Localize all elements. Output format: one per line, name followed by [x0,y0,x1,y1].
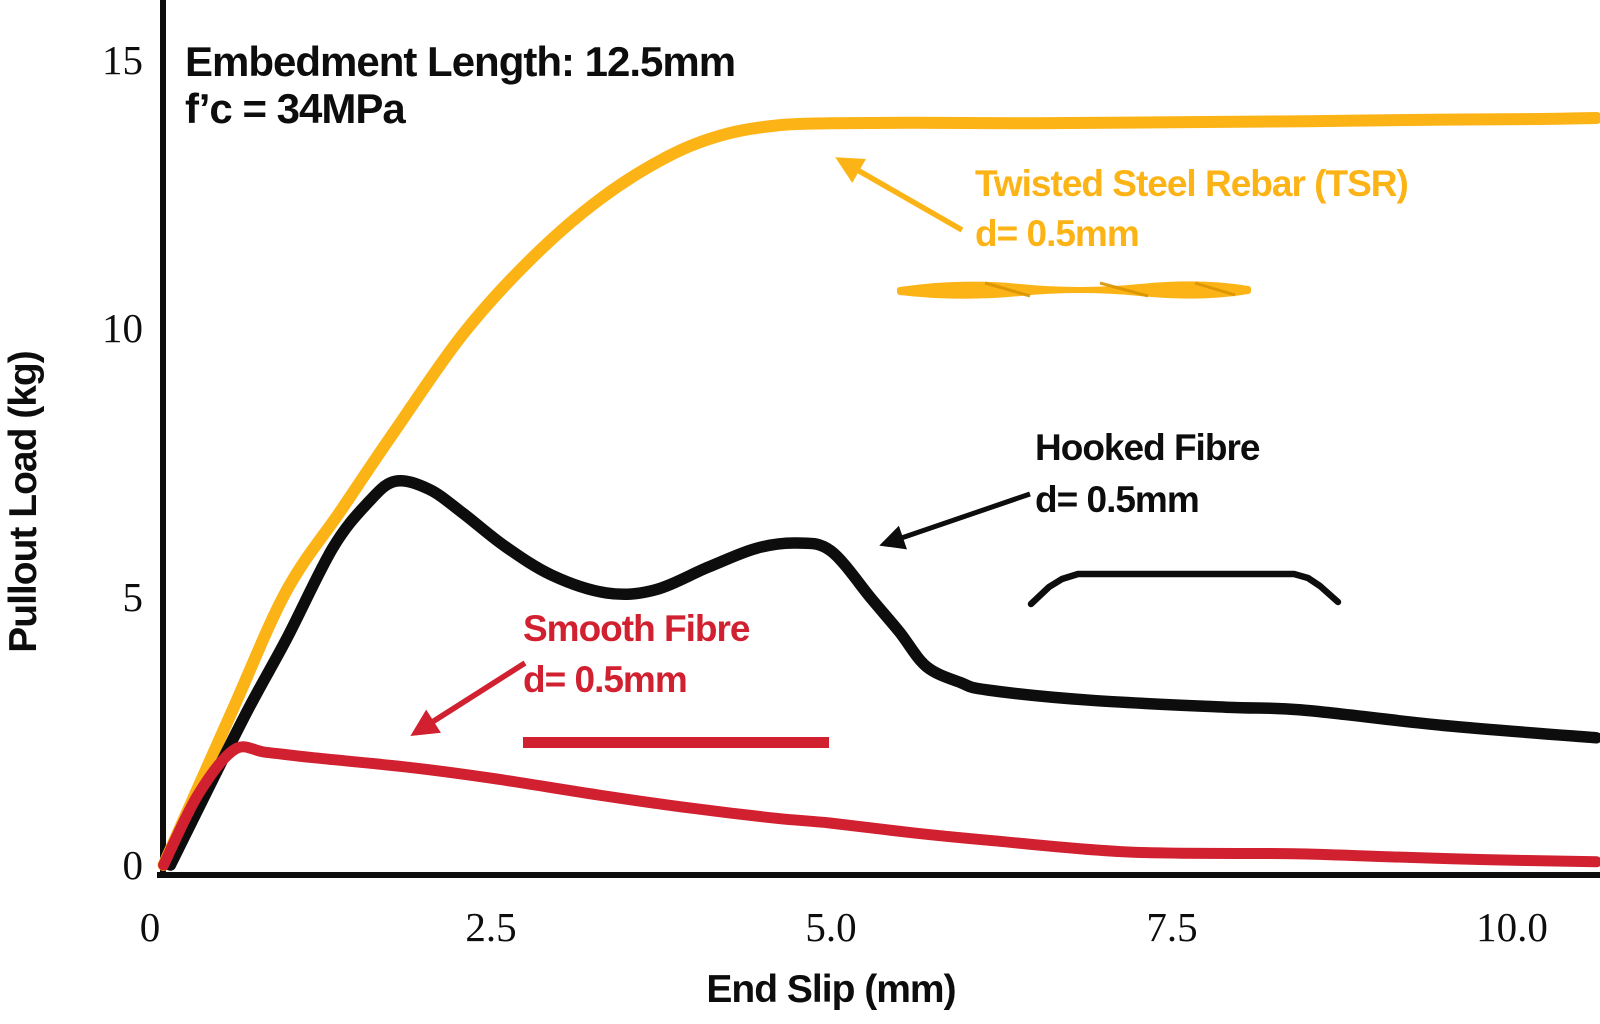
series-curves [157,112,1600,871]
tsr-arrow [835,157,964,233]
y-axis-title: Pullout Load (kg) [2,351,45,652]
y-tick-label: 10 [102,305,143,351]
smooth-fibre-arrow [410,660,527,736]
y-tick-label: 15 [102,37,143,83]
x-tick-label: 2.5 [465,904,516,950]
y-tick-label: 5 [123,574,144,620]
x-tick-label: 10.0 [1476,904,1548,950]
x-tick-label: 7.5 [1146,904,1197,950]
y-tick-label: 0 [123,842,144,888]
x-tick-label: 0 [140,904,161,950]
x-axis-ticks: 0 2.5 5.0 7.5 10.0 [140,904,1548,950]
tsr-curve [157,112,1600,871]
embedment-length-text: Embedment Length: 12.5mm [185,38,735,85]
smooth-fibre-diameter-label: d= 0.5mm [523,659,687,700]
smooth-fibre-icon [523,737,829,748]
smooth-fibre-legend: Smooth Fibre d= 0.5mm [410,608,829,748]
hooked-fibre-diameter-label: d= 0.5mm [1035,479,1199,520]
hooked-fibre-legend: Hooked Fibre d= 0.5mm [879,427,1342,608]
smooth-fibre-label: Smooth Fibre [523,608,750,649]
x-tick-label: 5.0 [805,904,856,950]
axes [157,0,1600,878]
tsr-legend: Twisted Steel Rebar (TSR) d= 0.5mm [835,157,1409,299]
tsr-label: Twisted Steel Rebar (TSR) [975,163,1408,204]
y-axis-ticks: 0 5 10 15 [102,37,143,888]
tsr-diameter-label: d= 0.5mm [975,213,1139,254]
smooth-fibre-curve [158,741,1600,871]
x-axis-title: End Slip (mm) [706,968,955,1011]
concrete-strength-text: f’c = 34MPa [185,85,406,132]
hooked-fibre-icon [1027,570,1342,608]
embedment-annotation: Embedment Length: 12.5mm f’c = 34MPa [185,38,736,132]
twisted-rod-icon [897,281,1251,299]
hooked-fibre-arrow [879,491,1031,550]
hooked-fibre-curve [164,475,1600,871]
hooked-fibre-label: Hooked Fibre [1035,427,1260,468]
